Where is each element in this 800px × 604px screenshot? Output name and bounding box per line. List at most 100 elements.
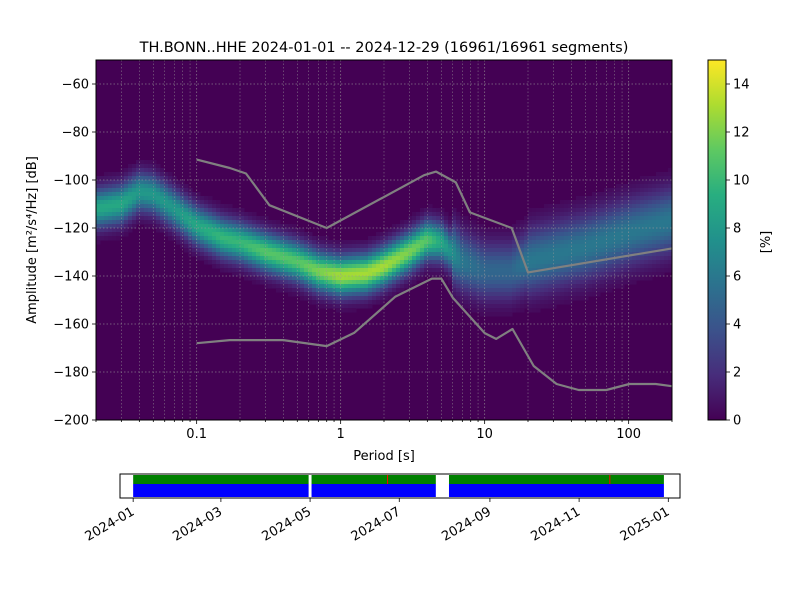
heatmap-cell <box>136 216 141 221</box>
heatmap-cell <box>468 244 473 249</box>
heatmap-cell <box>284 276 289 281</box>
heatmap-cell <box>348 300 353 305</box>
heatmap-cell <box>328 248 333 253</box>
heatmap-cell <box>348 248 353 253</box>
heatmap-cell <box>500 240 505 245</box>
heatmap-cell <box>144 196 149 201</box>
heatmap-cell <box>516 224 521 229</box>
heatmap-cell <box>548 296 553 301</box>
heatmap-cell <box>248 260 253 265</box>
heatmap-cell <box>508 276 513 281</box>
heatmap-cell <box>252 232 257 237</box>
heatmap-cell <box>596 284 601 289</box>
heatmap-cell <box>532 244 537 249</box>
heatmap-cell <box>196 200 201 205</box>
grid <box>96 60 672 420</box>
heatmap-cell <box>664 240 669 245</box>
heatmap-cell <box>488 232 493 237</box>
heatmap-cell <box>456 296 461 301</box>
heatmap-cell <box>384 260 389 265</box>
heatmap-cell <box>240 256 245 261</box>
heatmap-cell <box>628 280 633 285</box>
heatmap-cell <box>140 200 145 205</box>
heatmap-cell <box>216 256 221 261</box>
heatmap-cell <box>472 268 477 273</box>
heatmap-cell <box>640 256 645 261</box>
heatmap-cell <box>240 236 245 241</box>
heatmap-cell <box>236 240 241 245</box>
heatmap-cell <box>272 268 277 273</box>
heatmap-cell <box>436 228 441 233</box>
heatmap-cell <box>252 220 257 225</box>
heatmap-cell <box>464 220 469 225</box>
heatmap-cell <box>608 244 613 249</box>
heatmap-cell <box>444 244 449 249</box>
heatmap-cell <box>536 276 541 281</box>
heatmap-cell <box>576 220 581 225</box>
heatmap-cell <box>632 204 637 209</box>
heatmap-cell <box>384 236 389 241</box>
heatmap-cell <box>488 228 493 233</box>
heatmap-cell <box>632 276 637 281</box>
heatmap-cell <box>316 284 321 289</box>
heatmap-cell <box>636 268 641 273</box>
heatmap-cell <box>552 204 557 209</box>
heatmap-cell <box>432 252 437 257</box>
heatmap-cell <box>472 220 477 225</box>
heatmap-cell <box>96 216 101 221</box>
heatmap-cell <box>640 176 645 181</box>
heatmap-cell <box>96 184 101 189</box>
heatmap-cell <box>548 232 553 237</box>
heatmap-cell <box>296 232 301 237</box>
heatmap-cell <box>272 236 277 241</box>
heatmap-cell <box>188 224 193 229</box>
heatmap-cell <box>576 292 581 297</box>
heatmap-cell <box>588 216 593 221</box>
heatmap-cell <box>364 296 369 301</box>
heatmap-cell <box>572 216 577 221</box>
heatmap-cell <box>660 232 665 237</box>
heatmap-cell <box>600 208 605 213</box>
heatmap-cell <box>308 248 313 253</box>
heatmap-cell <box>452 220 457 225</box>
heatmap-cell <box>300 264 305 269</box>
heatmap-cell <box>636 196 641 201</box>
heatmap-cell <box>404 264 409 269</box>
heatmap-cell <box>520 304 525 309</box>
heatmap-cell <box>628 184 633 189</box>
heatmap-cell <box>132 164 137 169</box>
heatmap-cell <box>364 260 369 265</box>
heatmap-cell <box>124 216 129 221</box>
heatmap-cell <box>196 212 201 217</box>
heatmap-cell <box>244 252 249 257</box>
heatmap-cell <box>124 220 129 225</box>
heatmap-cell <box>560 256 565 261</box>
heatmap-cell <box>368 276 373 281</box>
heatmap-cell <box>424 228 429 233</box>
heatmap-cell <box>492 288 497 293</box>
heatmap-cell <box>280 256 285 261</box>
heatmap-cell <box>408 216 413 221</box>
heatmap-cell <box>464 236 469 241</box>
heatmap-cell <box>592 292 597 297</box>
heatmap-cell <box>120 176 125 181</box>
heatmap-cell <box>232 212 237 217</box>
heatmap-cell <box>564 228 569 233</box>
heatmap-cell <box>396 240 401 245</box>
heatmap-cell <box>532 296 537 301</box>
heatmap-cell <box>520 288 525 293</box>
heatmap-cell <box>292 284 297 289</box>
heatmap-cell <box>360 276 365 281</box>
heatmap-cell <box>648 232 653 237</box>
heatmap-cell <box>464 272 469 277</box>
heatmap-cell <box>400 228 405 233</box>
heatmap-cell <box>428 204 433 209</box>
heatmap-cell <box>304 272 309 277</box>
heatmap-cell <box>476 284 481 289</box>
heatmap-cell <box>440 236 445 241</box>
heatmap-cell <box>532 284 537 289</box>
heatmap-cell <box>552 256 557 261</box>
heatmap-cell <box>260 220 265 225</box>
heatmap-cell <box>668 260 672 265</box>
heatmap-cell <box>524 216 529 221</box>
